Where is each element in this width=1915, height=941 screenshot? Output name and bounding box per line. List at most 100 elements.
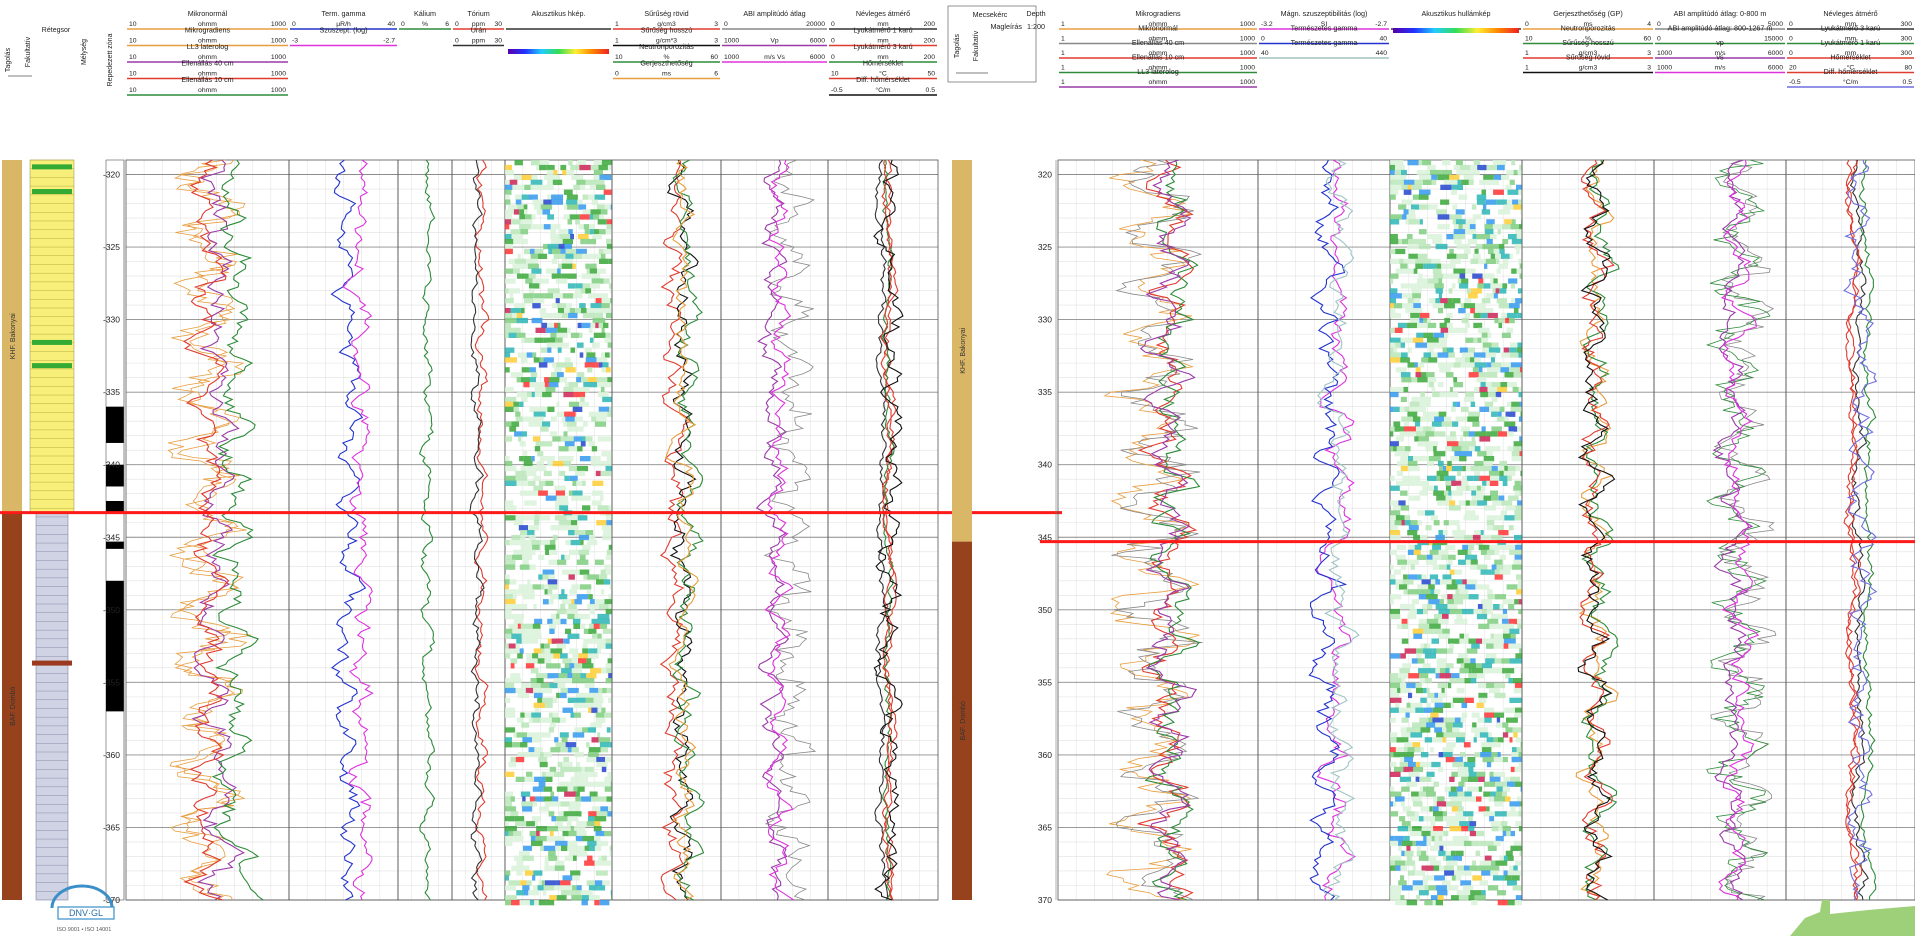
- panel1-track-5-acoustic-image: [542, 648, 545, 653]
- panel2-track-3-acoustic-image: [1462, 352, 1474, 357]
- panel1-fracture-column: [106, 160, 124, 900]
- panel2-track-3-acoustic-image: [1475, 584, 1486, 589]
- panel1-track-8-curve-name: Lyukátmérő 1 karú: [853, 26, 912, 35]
- panel1-track-5-acoustic-image: [549, 574, 556, 579]
- panel2-track-3-acoustic-image: [1430, 861, 1441, 866]
- panel1-track-5-acoustic-image: [580, 456, 591, 461]
- panel1-track-5-acoustic-image: [579, 402, 589, 407]
- panel1-track-5-acoustic-image: [581, 441, 586, 446]
- panel2-track-3-acoustic-image: [1423, 787, 1434, 792]
- panel1-track-5-acoustic-image: [505, 772, 514, 777]
- panel2-track-3-acoustic-image: [1445, 481, 1451, 486]
- panel2-track-3-acoustic-image: [1435, 298, 1440, 303]
- panel1-track-3-scale-min: 0: [401, 21, 405, 28]
- panel2-track-3-acoustic-image: [1408, 762, 1416, 767]
- panel1-track-5-acoustic-image: [538, 382, 545, 387]
- panel2-track-3-acoustic-image: [1390, 653, 1400, 658]
- panel2-track-3-acoustic-image: [1408, 550, 1414, 555]
- panel2-track-3-acoustic-image: [1390, 673, 1398, 678]
- panel2-track-3-acoustic-image: [1489, 653, 1496, 658]
- panel2-track-3-acoustic-image: [1416, 308, 1423, 313]
- panel2-track-3-acoustic-image: [1507, 328, 1514, 333]
- panel2-track-3-acoustic-image: [1502, 792, 1507, 797]
- panel1-track-5-acoustic-image: [592, 446, 597, 451]
- panel1-track-5-acoustic-image: [597, 614, 609, 619]
- panel1-track-5-acoustic-image: [568, 841, 578, 846]
- panel2-track-3-acoustic-image: [1401, 352, 1408, 357]
- panel1-track-5-acoustic-image: [550, 767, 556, 772]
- panel2-track-3-acoustic-image: [1485, 658, 1494, 663]
- panel2-track-3-acoustic-image: [1451, 190, 1457, 195]
- panel1-track-5-acoustic-image: [548, 639, 552, 644]
- panel1-track-5-acoustic-image: [589, 885, 599, 890]
- panel1-track-5-colorbar: [508, 49, 609, 54]
- panel2-track-3-acoustic-image: [1416, 426, 1423, 431]
- panel2-track-3-acoustic-image: [1402, 821, 1411, 826]
- panel2-track-3-acoustic-image: [1506, 718, 1518, 723]
- panel1-track-5-acoustic-image: [535, 708, 540, 713]
- panel2-track-3-acoustic-image: [1403, 451, 1409, 456]
- panel1-track-5-acoustic-image: [551, 195, 563, 200]
- panel1-track-5-acoustic-image: [599, 214, 604, 219]
- panel1-track-5-acoustic-image: [532, 890, 540, 895]
- panel1-track-7-scale-min: 1000: [724, 38, 739, 45]
- panel2-track-3-acoustic-image: [1501, 175, 1509, 180]
- panel2-track-3-acoustic-image: [1405, 861, 1415, 866]
- panel2-track-3-acoustic-image: [1507, 200, 1512, 205]
- panel2-track-3-acoustic-image: [1454, 599, 1463, 604]
- panel1-track-5-acoustic-image: [549, 683, 557, 688]
- panel1-track-5-acoustic-image: [563, 293, 573, 298]
- panel1-track-5-acoustic-image: [603, 530, 606, 535]
- panel2-track-3-acoustic-image: [1472, 668, 1483, 673]
- panel2-depth-tick-label: 340: [1038, 460, 1052, 470]
- panel2-track-3-acoustic-image: [1466, 323, 1470, 328]
- panel2-track-3-acoustic-image: [1401, 866, 1408, 871]
- panel2-track-3-acoustic-image: [1479, 806, 1487, 811]
- panel2-track-3-acoustic-image: [1425, 678, 1432, 683]
- panel2-track-3-acoustic-image: [1495, 639, 1504, 644]
- panel2-track-3-acoustic-image: [1453, 856, 1459, 861]
- panel1-track-5-acoustic-image: [533, 417, 544, 422]
- panel1-track-5-acoustic-image: [565, 856, 573, 861]
- panel2-track-3-acoustic-image: [1486, 382, 1492, 387]
- panel1-track-5-acoustic-image: [592, 737, 599, 742]
- panel2-track-3-acoustic-image: [1446, 727, 1452, 732]
- panel2-track-3-acoustic-image: [1457, 866, 1464, 871]
- panel2-track-3-acoustic-image: [1390, 574, 1395, 579]
- panel2-track-3-acoustic-image: [1474, 737, 1477, 742]
- panel2-track-3-acoustic-image: [1504, 856, 1508, 861]
- panel2-track-3-acoustic-image: [1427, 343, 1437, 348]
- panel2-track-3-acoustic-image: [1471, 259, 1479, 264]
- panel1-track-5-acoustic-image: [609, 594, 613, 599]
- panel1-track-5-acoustic-image: [505, 831, 509, 836]
- panel1-track-5-acoustic-image: [556, 880, 560, 885]
- panel2-track-3-acoustic-image: [1405, 520, 1411, 525]
- panel2-track-3-acoustic-image: [1514, 244, 1521, 249]
- panel1-formation-label: BAF. Dombó: [10, 687, 17, 726]
- panel2-track-3-acoustic-image: [1497, 718, 1500, 723]
- panel1-track-7-scale-unit: Vp: [770, 38, 779, 45]
- panel2-track-3-acoustic-image: [1428, 599, 1440, 604]
- panel1-track-5-acoustic-image: [540, 515, 546, 520]
- panel1-track-5-acoustic-image: [528, 417, 533, 422]
- panel1-track-5-acoustic-image: [607, 772, 612, 777]
- panel1-track-5-acoustic-image: [521, 219, 533, 224]
- panel1-track-5-acoustic-image: [588, 377, 597, 382]
- panel2-track-3-acoustic-image: [1423, 663, 1431, 668]
- panel1-track-5-acoustic-image: [606, 367, 611, 372]
- panel1-track-5-acoustic-image: [583, 678, 594, 683]
- panel1-track-5-acoustic-image: [578, 658, 586, 663]
- panel2-track-3-acoustic-image: [1494, 175, 1501, 180]
- panel2-track-1-scale-max: 1000: [1240, 36, 1255, 43]
- panel2-track-3-acoustic-image: [1411, 604, 1415, 609]
- panel2-track-3-acoustic-image: [1513, 885, 1522, 890]
- panel2-track-3-acoustic-image: [1493, 190, 1504, 195]
- panel2-track-3-acoustic-image: [1467, 476, 1474, 481]
- panel1-track-5-acoustic-image: [543, 574, 549, 579]
- panel1-track-5-acoustic-image: [549, 624, 556, 629]
- panel2-track-3-acoustic-image: [1439, 367, 1451, 372]
- panel2-track-3-acoustic-image: [1497, 446, 1501, 451]
- panel1-track-5-acoustic-image: [527, 392, 532, 397]
- panel1-track-5-acoustic-image: [574, 663, 582, 668]
- panel2-track-3-acoustic-image: [1416, 653, 1421, 658]
